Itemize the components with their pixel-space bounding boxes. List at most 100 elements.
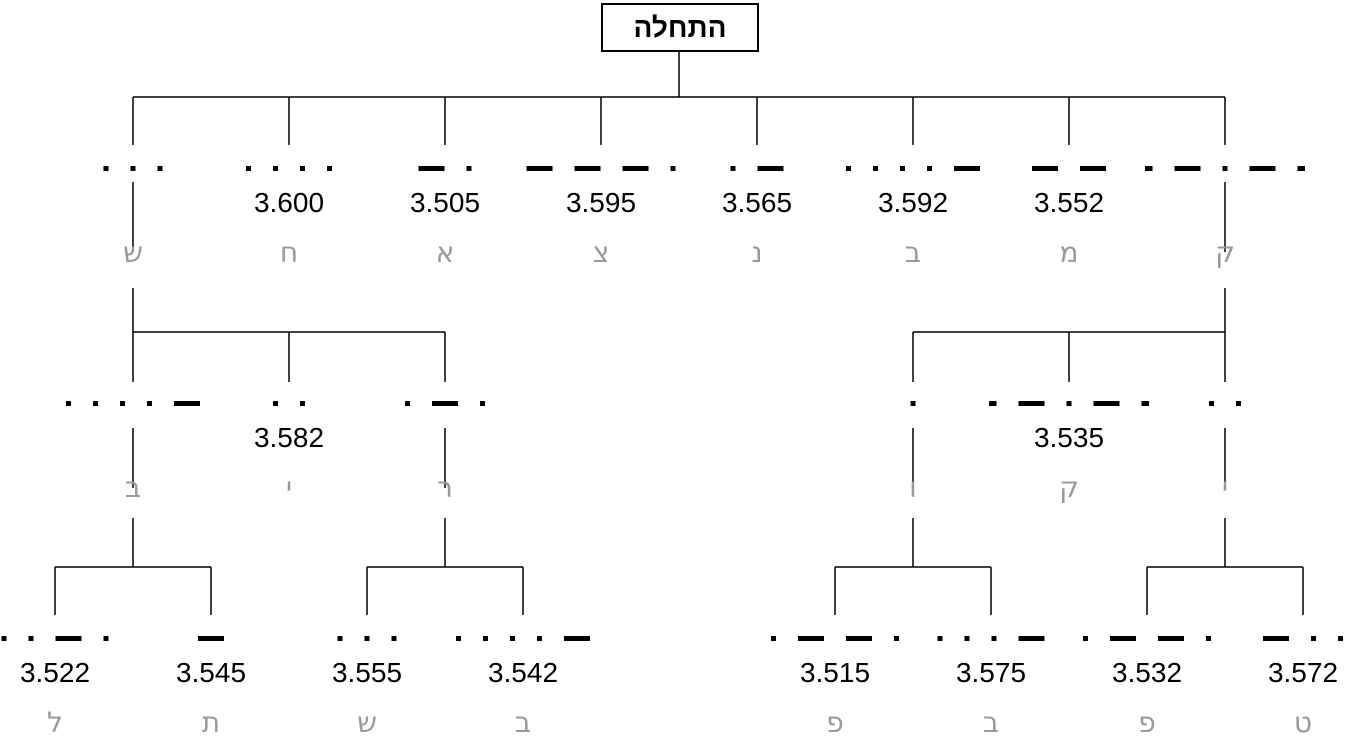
- node-letter: ו: [909, 471, 917, 504]
- node-letter: ב: [514, 706, 532, 739]
- morse-dot: [273, 166, 278, 171]
- morse-dash: [574, 166, 601, 171]
- morse-code: [911, 630, 1071, 646]
- morse-dash: [846, 636, 872, 641]
- morse-dash: [564, 636, 590, 641]
- node-value: 3.555: [331, 657, 403, 688]
- node-letter: ת: [201, 706, 221, 739]
- morse-dot: [466, 166, 472, 171]
- morse-dot: [510, 636, 515, 641]
- morse-dash: [1297, 166, 1324, 171]
- morse-symbols: [103, 166, 163, 171]
- morse-dash: [1110, 636, 1136, 641]
- morse-dot: [894, 636, 899, 641]
- morse-code: [1126, 160, 1324, 176]
- morse-symbols: [1083, 636, 1211, 641]
- morse-symbols: [1209, 401, 1241, 406]
- morse-symbols: [1263, 636, 1343, 641]
- morse-code: [989, 160, 1149, 176]
- node-value: 3.542: [487, 657, 559, 688]
- morse-code: [1067, 630, 1227, 646]
- morse-symbols: [198, 636, 224, 641]
- morse-dot: [120, 401, 125, 406]
- morse-dot: [147, 401, 152, 406]
- node-letter: ש: [357, 706, 377, 739]
- node-letter: מ: [1059, 236, 1079, 269]
- node-value: 3.552: [1033, 187, 1105, 218]
- node-letter: ח: [279, 236, 299, 269]
- morse-dash: [622, 166, 649, 171]
- morse-dot: [157, 166, 163, 171]
- node-letter: ל: [47, 706, 63, 739]
- morse-code: [131, 630, 291, 646]
- morse-symbols: [846, 166, 980, 171]
- morse-dot: [991, 636, 997, 641]
- morse-code: [53, 395, 213, 411]
- morse-dash: [1093, 401, 1120, 406]
- node-value: 3.592: [877, 187, 949, 218]
- morse-code: [443, 630, 603, 646]
- morse-dot: [1338, 636, 1343, 641]
- morse-dash: [1249, 166, 1276, 171]
- morse-dot: [1, 636, 7, 641]
- morse-code: [833, 395, 993, 411]
- morse-dot: [300, 166, 305, 171]
- morse-dash: [174, 401, 200, 406]
- morse-dot: [670, 166, 676, 171]
- morse-symbols: [910, 401, 916, 406]
- morse-code: [970, 395, 1168, 411]
- morse-dot: [964, 636, 970, 641]
- node-value: 3.595: [565, 187, 637, 218]
- morse-dot: [730, 166, 736, 171]
- node-value: 3.565: [721, 187, 793, 218]
- node-value: 3.575: [955, 657, 1027, 688]
- morse-dot: [28, 636, 34, 641]
- node-letter: ר: [437, 471, 453, 504]
- morse-dash: [1126, 166, 1153, 171]
- node-value: 3.600: [253, 187, 325, 218]
- node-value: 3.582: [253, 422, 325, 453]
- morse-dash: [1032, 166, 1058, 171]
- node-letter: פ: [826, 706, 844, 739]
- morse-dash: [55, 636, 82, 641]
- morse-symbols: [1, 636, 109, 641]
- morse-dash: [432, 401, 458, 406]
- morse-dot: [103, 166, 109, 171]
- morse-dot: [480, 401, 485, 406]
- morse-dot: [1209, 401, 1214, 406]
- morse-symbols: [418, 166, 472, 171]
- morse-dot: [66, 401, 71, 406]
- node-letter: י: [1221, 471, 1229, 504]
- node-letter: ק: [1215, 236, 1235, 269]
- morse-dot: [1066, 401, 1072, 406]
- morse-dot: [364, 636, 370, 641]
- morse-code: [287, 630, 447, 646]
- morse-dot: [900, 166, 905, 171]
- root-label: התחלה: [633, 11, 727, 43]
- morse-symbols: [730, 166, 784, 171]
- morse-dot: [300, 401, 305, 406]
- node-letter: פ: [1138, 706, 1156, 739]
- morse-dash: [1018, 401, 1045, 406]
- morse-symbols: [337, 636, 397, 641]
- node-value: 3.532: [1111, 657, 1183, 688]
- node-letter: ב: [982, 706, 1000, 739]
- morse-symbols: [405, 401, 485, 406]
- morse-symbols: [1032, 166, 1106, 171]
- morse-dash: [1174, 166, 1201, 171]
- node-value: 3.522: [19, 657, 91, 688]
- node-letter: נ: [751, 236, 763, 269]
- morse-dot: [1222, 166, 1228, 171]
- morse-dot: [873, 166, 878, 171]
- morse-dot: [130, 166, 136, 171]
- morse-dot: [273, 401, 278, 406]
- morse-code: [677, 160, 837, 176]
- morse-code: [1223, 630, 1357, 646]
- morse-dot: [405, 401, 410, 406]
- morse-dot: [910, 401, 916, 406]
- morse-symbols: [937, 636, 1045, 641]
- morse-dash: [1158, 636, 1184, 641]
- node-letter: ק: [1059, 471, 1079, 504]
